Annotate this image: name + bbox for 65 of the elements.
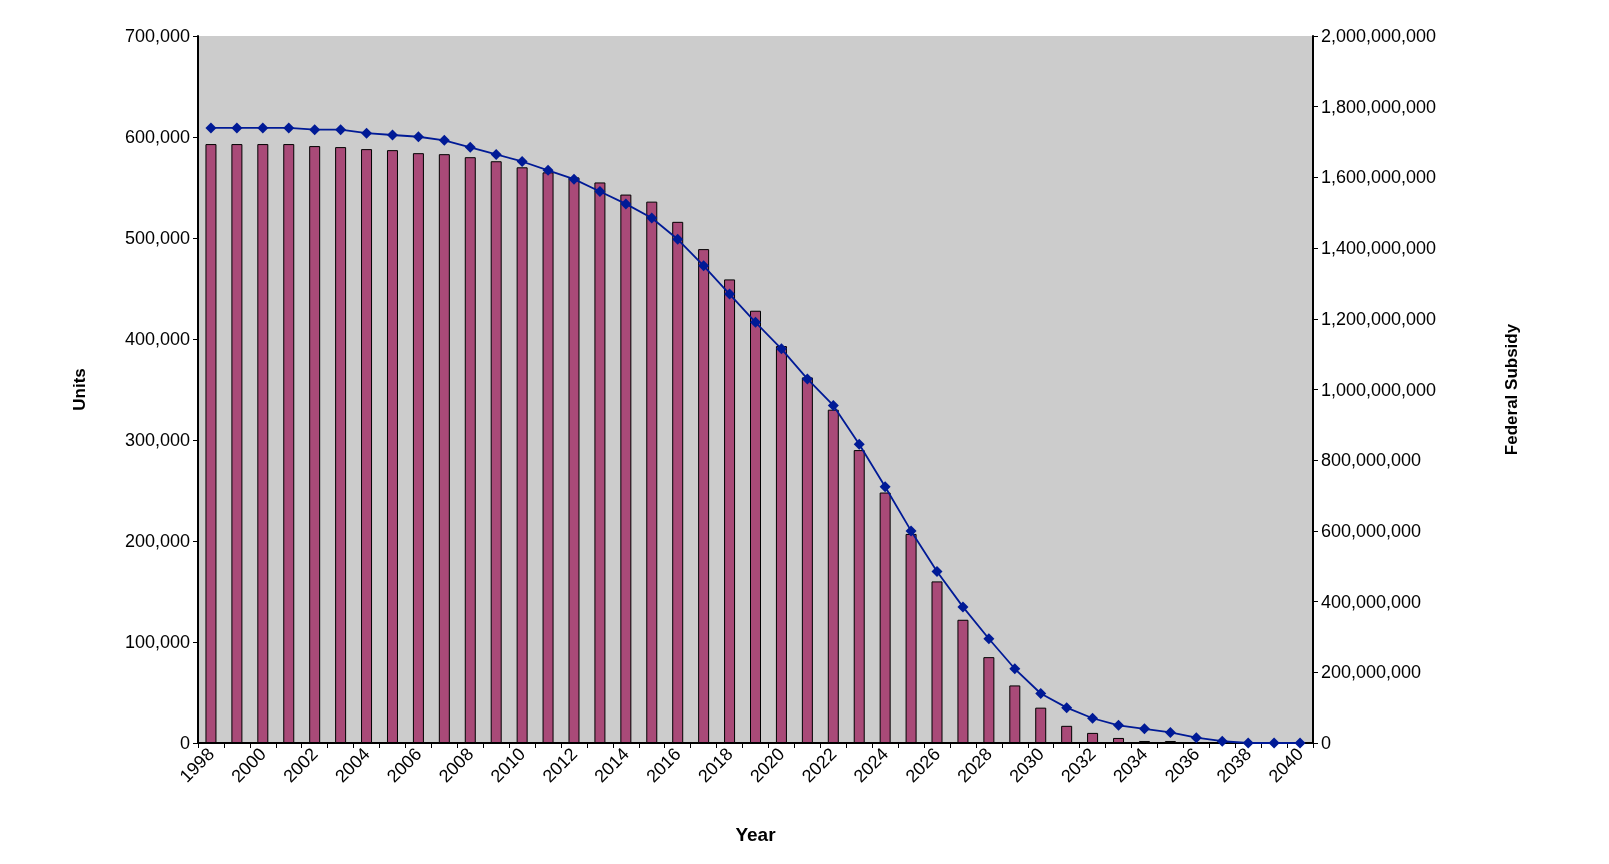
y2-tick-label: 800,000,000 xyxy=(1321,450,1422,471)
y2-tick-label: 1,600,000,000 xyxy=(1321,167,1437,188)
point xyxy=(1035,688,1047,700)
point xyxy=(853,438,865,450)
point xyxy=(646,212,658,224)
y2-tick-label: 1,400,000,000 xyxy=(1321,238,1437,259)
point xyxy=(750,316,761,328)
point xyxy=(1190,732,1202,744)
point xyxy=(905,525,917,537)
point xyxy=(490,148,502,160)
y-tick-label: 300,000 xyxy=(124,430,190,450)
y2-axis-title: Federal Subsidy xyxy=(1502,323,1521,456)
point xyxy=(283,122,295,134)
y2-tick-label: 2,000,000,000 xyxy=(1321,26,1437,46)
point xyxy=(205,122,217,134)
point xyxy=(231,122,243,134)
y2-tick-label: 600,000,000 xyxy=(1321,520,1422,541)
y-tick-label: 700,000 xyxy=(124,26,190,46)
point xyxy=(1268,737,1280,749)
point xyxy=(594,186,606,198)
y-tick-label: 500,000 xyxy=(124,228,190,248)
point xyxy=(1216,735,1228,747)
point xyxy=(438,134,450,146)
point xyxy=(724,288,736,300)
point xyxy=(257,122,269,134)
point xyxy=(801,373,813,385)
y2-tick-label: 200,000,000 xyxy=(1321,662,1422,683)
y-axis-title: Units xyxy=(70,368,89,411)
x-axis-title: Year xyxy=(735,824,777,845)
y2-tick-label: 1,200,000,000 xyxy=(1321,308,1437,329)
point xyxy=(1164,726,1176,738)
point xyxy=(464,141,476,153)
point xyxy=(516,155,528,167)
point xyxy=(1113,719,1125,731)
point xyxy=(1009,663,1021,675)
point xyxy=(879,481,891,493)
point xyxy=(568,173,580,185)
point xyxy=(620,198,632,210)
point xyxy=(1138,723,1150,735)
point xyxy=(335,124,347,136)
y2-tick-label: 0 xyxy=(1321,733,1332,753)
point xyxy=(542,164,554,176)
point xyxy=(827,399,839,411)
point xyxy=(957,601,969,613)
point xyxy=(386,129,398,141)
y-tick-label: 200,000 xyxy=(124,531,190,551)
point xyxy=(309,124,321,136)
point xyxy=(672,233,684,245)
y-tick-label: 0 xyxy=(179,733,190,753)
point xyxy=(1087,712,1099,724)
point xyxy=(931,566,943,578)
point xyxy=(1294,737,1306,749)
y-tick-label: 100,000 xyxy=(124,632,190,652)
y2-tick-label: 1,800,000,000 xyxy=(1321,96,1437,117)
point xyxy=(775,343,787,355)
point xyxy=(983,633,995,645)
point xyxy=(698,260,710,272)
point xyxy=(361,127,373,139)
y-tick-label: 400,000 xyxy=(124,329,190,349)
point xyxy=(1061,702,1073,714)
point xyxy=(1242,737,1254,749)
y2-tick-label: 400,000,000 xyxy=(1321,591,1422,612)
y-tick-label: 600,000 xyxy=(124,127,190,147)
y2-tick-label: 1,000,000,000 xyxy=(1321,379,1437,400)
point xyxy=(412,131,424,143)
